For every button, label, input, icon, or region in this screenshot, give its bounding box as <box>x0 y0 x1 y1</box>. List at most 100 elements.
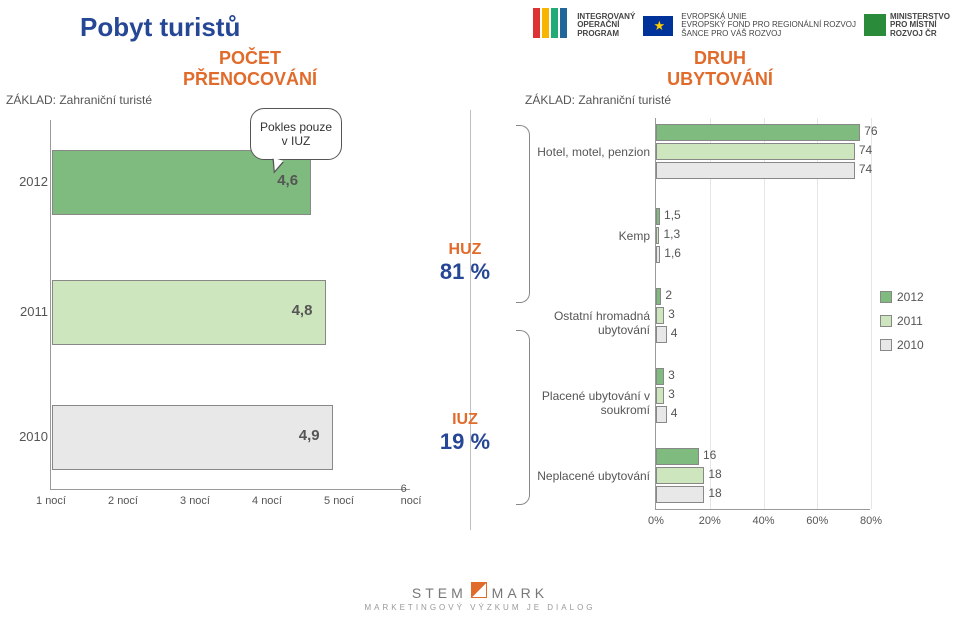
right-datalabel: 2 <box>665 288 672 302</box>
footer-brand-l2: MARK <box>492 585 548 601</box>
legend-item: 2011 <box>880 314 924 328</box>
page-title: Pobyt turistů <box>80 12 240 43</box>
right-datalabel: 3 <box>668 368 675 382</box>
right-bar <box>656 406 667 423</box>
iop-text: INTEGROVANÝ OPERAČNÍ PROGRAM <box>577 13 635 38</box>
huz-pct: 81 % <box>440 259 490 284</box>
right-datalabel: 4 <box>671 326 678 340</box>
left-bar <box>52 280 326 345</box>
legend-label: 2011 <box>897 314 923 328</box>
footer-brand-l1: STEM <box>412 585 467 601</box>
iuz-pct: 19 % <box>440 429 490 454</box>
right-gridline <box>871 118 872 509</box>
subtitle-right: DRUH UBYTOVÁNÍ <box>620 48 820 89</box>
left-value-label: 4,6 <box>277 172 298 189</box>
footer-tagline: MARKETINGOVÝ VÝZKUM JE DIALOG <box>364 603 595 612</box>
subtitle-left-l2: PŘENOCOVÁNÍ <box>183 69 317 89</box>
mmr-logo: MINISTERSTVO PRO MÍSTNÍ ROZVOJ ČR <box>864 13 950 38</box>
right-datalabel: 74 <box>859 143 872 157</box>
callout-bubble: Pokles pouze v IUZ <box>250 108 342 160</box>
legend: 2012 2011 2010 <box>880 290 924 362</box>
base-right: ZÁKLAD: Zahraniční turisté <box>525 93 671 107</box>
right-xtick: 40% <box>752 515 774 527</box>
left-plot: 1 nocí2 nocí3 nocí4 nocí5 nocí6 nocí2012… <box>50 120 410 490</box>
right-bar <box>656 467 704 484</box>
subtitle-right-l1: DRUH <box>694 48 746 68</box>
right-datalabel: 1,3 <box>663 227 680 241</box>
bracket-iuz <box>516 330 530 505</box>
legend-label: 2012 <box>897 290 924 304</box>
legend-item: 2010 <box>880 338 924 352</box>
right-plot: 0%20%40%60%80%7674741,51,31,623433416181… <box>655 118 870 510</box>
left-category-label: 2012 <box>8 174 48 189</box>
left-xtick: 3 nocí <box>180 495 210 507</box>
right-datalabel: 4 <box>671 406 678 420</box>
legend-item: 2012 <box>880 290 924 304</box>
left-value-label: 4,9 <box>299 427 320 444</box>
iop-logo-icon <box>533 8 569 43</box>
legend-swatch-icon <box>880 315 892 327</box>
base-left: ZÁKLAD: Zahraniční turisté <box>6 93 152 107</box>
right-xtick: 0% <box>648 515 664 527</box>
right-category-label: Ostatní hromadná ubytování <box>530 309 650 337</box>
left-chart: 1 nocí2 nocí3 nocí4 nocí5 nocí6 nocí2012… <box>50 120 410 520</box>
right-xtick: 60% <box>806 515 828 527</box>
left-bar-row: 20104,9 <box>52 405 412 470</box>
iuz-label: IUZ 19 % <box>410 410 520 456</box>
right-bar <box>656 143 855 160</box>
right-bar <box>656 162 855 179</box>
left-bar <box>52 405 333 470</box>
mmr-square-icon <box>864 14 886 36</box>
right-datalabel: 3 <box>668 307 675 321</box>
right-datalabel: 74 <box>859 162 872 176</box>
huz-label: HUZ 81 % <box>410 240 520 286</box>
right-datalabel: 16 <box>703 448 716 462</box>
right-bar <box>656 208 660 225</box>
right-chart: 0%20%40%60%80%7674741,51,31,623433416181… <box>530 118 870 530</box>
footer-square-icon <box>471 582 487 598</box>
right-datalabel: 76 <box>864 124 877 138</box>
left-category-label: 2011 <box>8 304 48 319</box>
legend-swatch-icon <box>880 339 892 351</box>
page: Pobyt turistů POČET PŘENOCOVÁNÍ DRUH UBY… <box>0 0 960 618</box>
left-xtick: 4 nocí <box>252 495 282 507</box>
right-bar <box>656 246 660 263</box>
right-bar <box>656 368 664 385</box>
right-xtick: 20% <box>699 515 721 527</box>
left-category-label: 2010 <box>8 429 48 444</box>
left-xtick: 5 nocí <box>324 495 354 507</box>
right-bar <box>656 448 699 465</box>
footer-logo: STEM MARK MARKETINGOVÝ VÝZKUM JE DIALOG <box>0 582 960 612</box>
right-datalabel: 18 <box>708 486 721 500</box>
left-value-label: 4,8 <box>292 302 313 319</box>
right-bar <box>656 307 664 324</box>
left-bar-row: 20124,6 <box>52 150 412 215</box>
right-datalabel: 3 <box>668 387 675 401</box>
subtitle-left-l1: POČET <box>219 48 281 68</box>
left-bar-row: 20114,8 <box>52 280 412 345</box>
right-category-label: Kemp <box>530 229 650 243</box>
right-category-label: Neplacené ubytování <box>530 469 650 483</box>
right-bar <box>656 387 664 404</box>
right-bar <box>656 486 704 503</box>
left-xtick: 2 nocí <box>108 495 138 507</box>
bracket-huz <box>516 125 530 303</box>
right-category-label: Hotel, motel, penzion <box>530 145 650 159</box>
right-bar <box>656 124 860 141</box>
legend-swatch-icon <box>880 291 892 303</box>
right-bar <box>656 326 667 343</box>
right-bar <box>656 288 661 305</box>
subtitle-right-l2: UBYTOVÁNÍ <box>667 69 773 89</box>
right-datalabel: 18 <box>708 467 721 481</box>
eu-text: EVROPSKÁ UNIE EVROPSKÝ FOND PRO REGIONÁL… <box>681 13 856 38</box>
iuz-text: IUZ <box>452 411 478 428</box>
header-logos: INTEGROVANÝ OPERAČNÍ PROGRAM ★ EVROPSKÁ … <box>533 8 950 43</box>
right-datalabel: 1,5 <box>664 208 681 222</box>
huz-text: HUZ <box>449 241 482 258</box>
right-bar <box>656 227 659 244</box>
legend-label: 2010 <box>897 338 924 352</box>
right-xtick: 80% <box>860 515 882 527</box>
subtitle-left: POČET PŘENOCOVÁNÍ <box>150 48 350 89</box>
right-datalabel: 1,6 <box>664 246 681 260</box>
left-xtick: 6 nocí <box>401 483 422 507</box>
